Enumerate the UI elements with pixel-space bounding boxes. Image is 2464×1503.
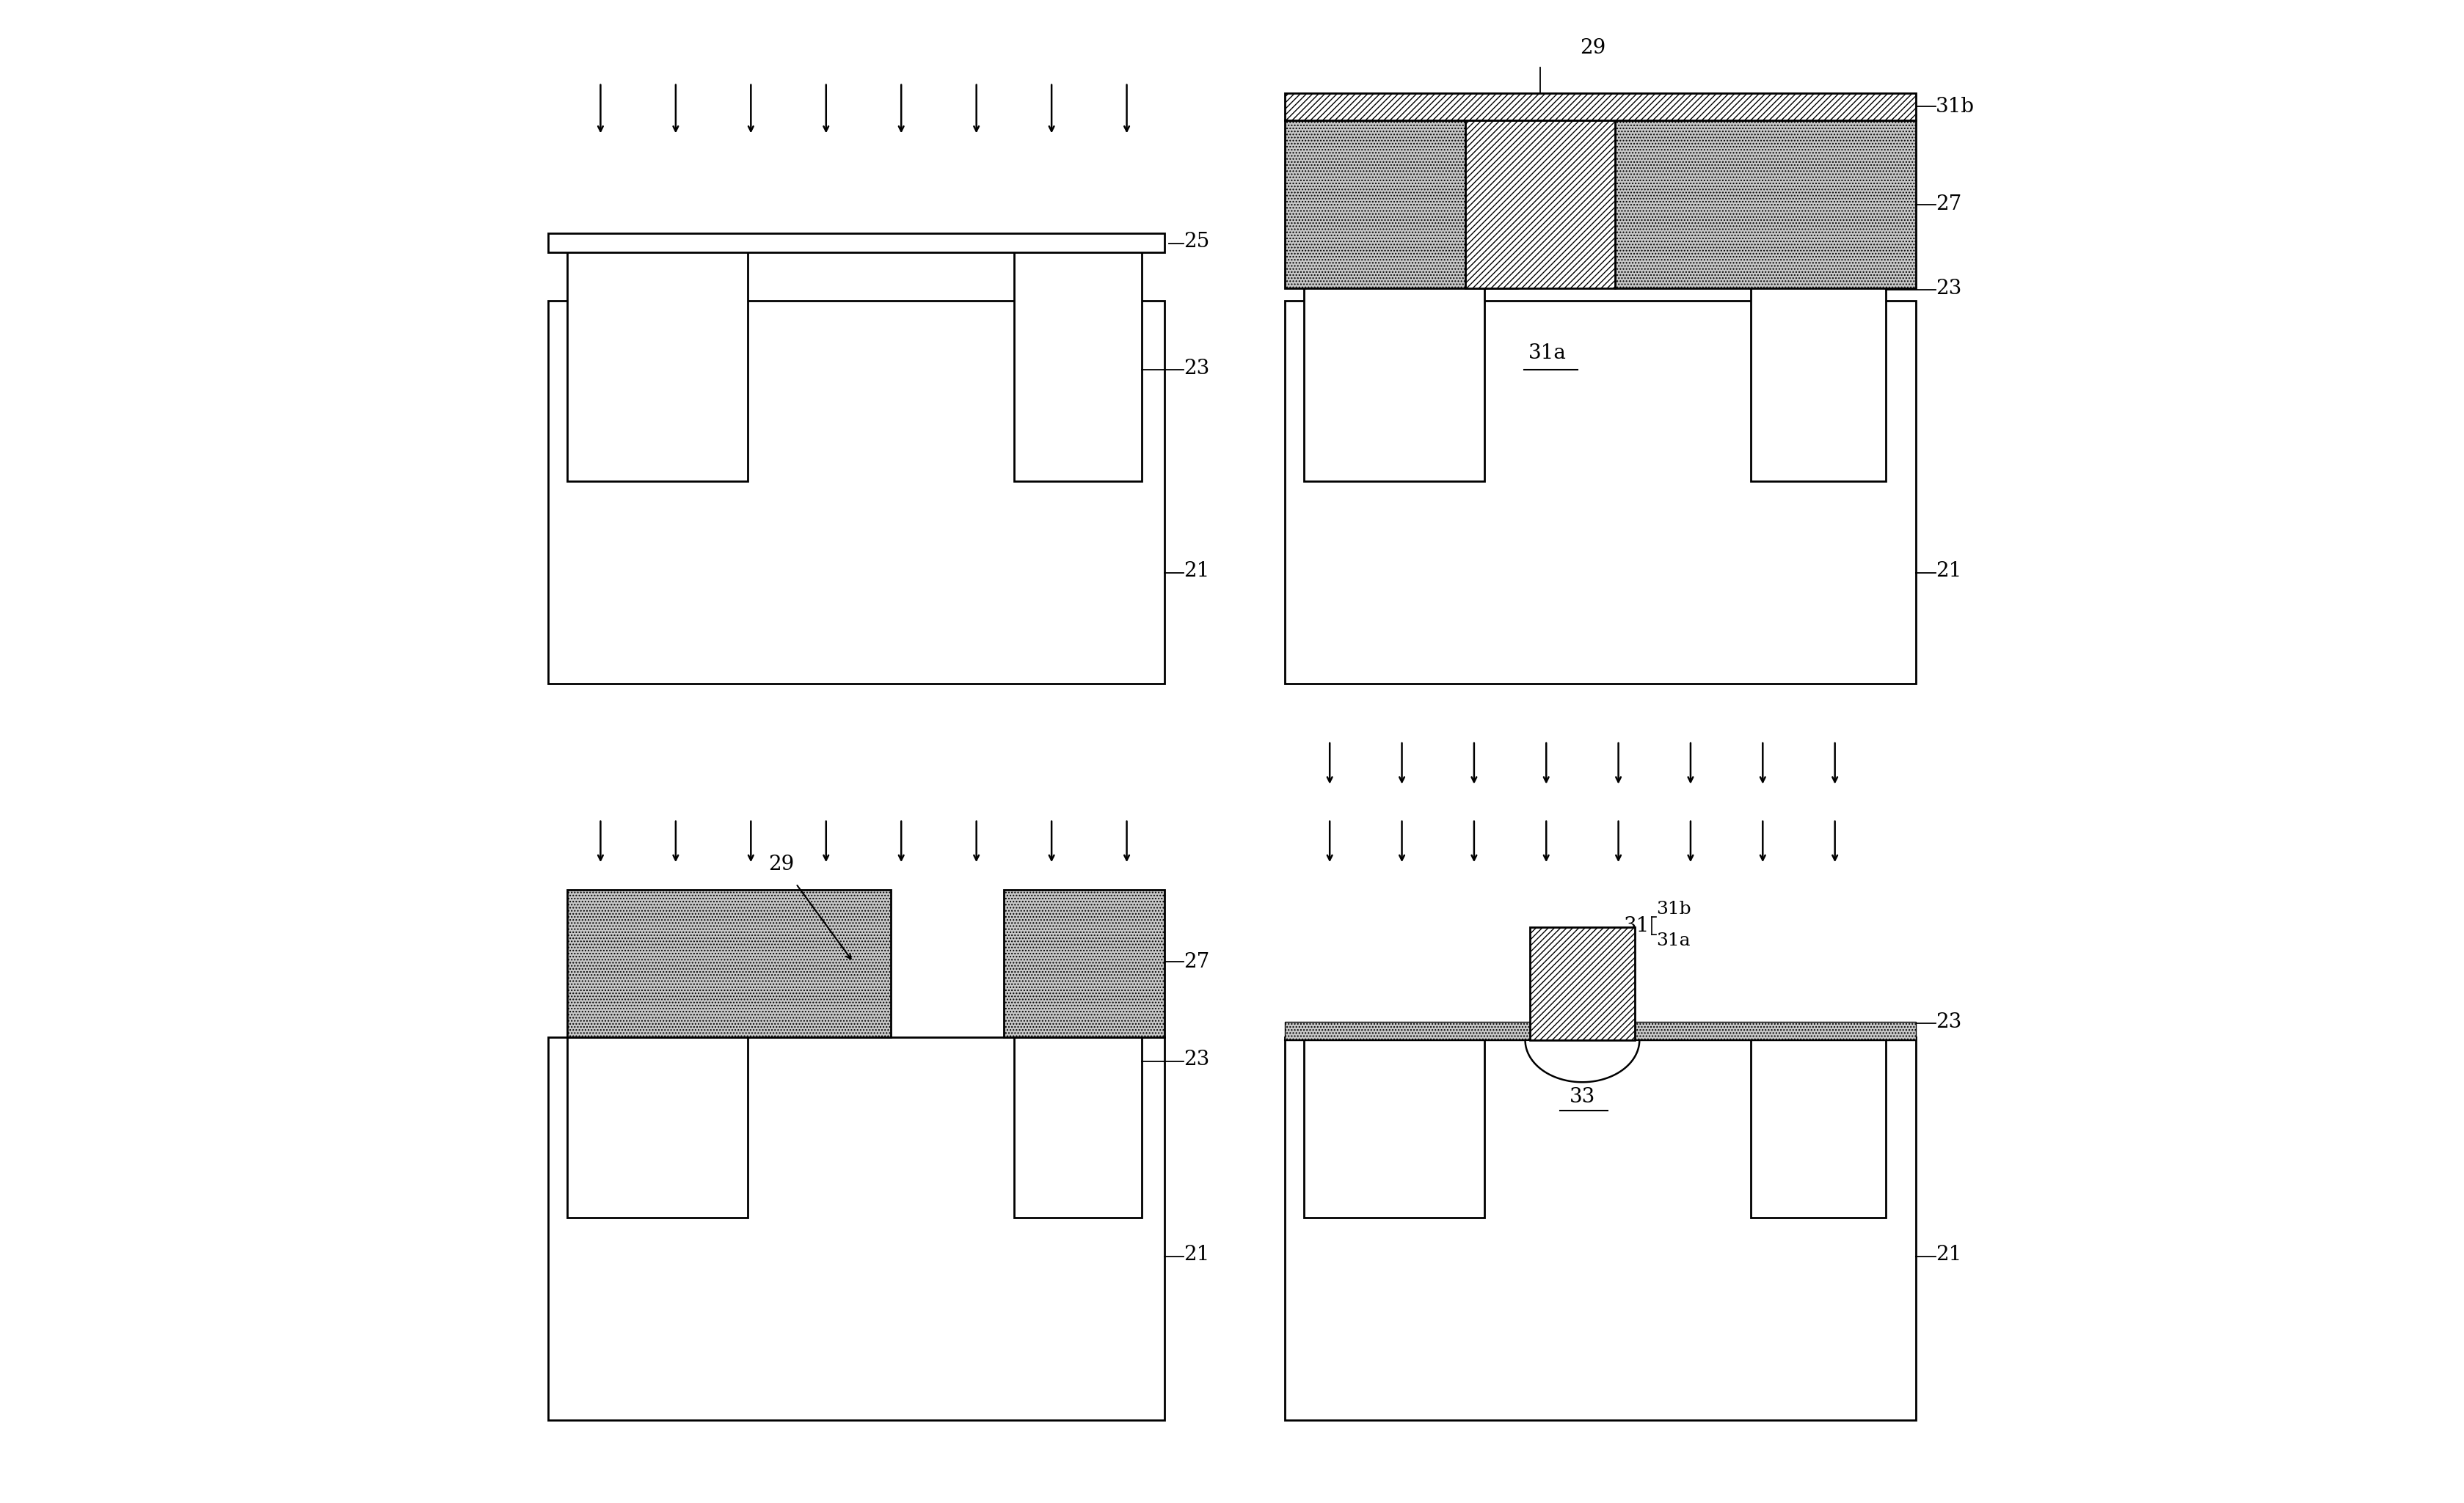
Bar <box>1752 1037 1885 1217</box>
Bar <box>547 301 1165 684</box>
Bar <box>1466 120 1616 289</box>
Text: 29: 29 <box>769 854 793 875</box>
Bar <box>1284 1022 1917 1040</box>
Text: 31b: 31b <box>1656 900 1690 918</box>
Text: 23: 23 <box>1937 278 1961 299</box>
Text: 21: 21 <box>1937 1244 1961 1266</box>
Bar <box>1303 286 1486 481</box>
Text: 31b: 31b <box>1937 96 1974 117</box>
Text: 23: 23 <box>1937 1012 1961 1033</box>
Text: 31a: 31a <box>1656 932 1690 950</box>
Polygon shape <box>1525 1040 1639 1082</box>
Text: 23: 23 <box>1183 358 1210 379</box>
Bar <box>1284 1037 1917 1420</box>
Bar <box>1284 120 1518 289</box>
Text: 27: 27 <box>1183 951 1210 972</box>
Text: 27: 27 <box>1937 194 1961 215</box>
Bar <box>1616 120 1917 289</box>
Bar <box>547 1037 1165 1420</box>
Text: 31: 31 <box>1624 915 1651 936</box>
Bar <box>567 890 890 1037</box>
Text: 21: 21 <box>1183 1244 1210 1266</box>
Bar <box>567 1037 749 1217</box>
Text: 25: 25 <box>1183 231 1210 253</box>
Text: 31a: 31a <box>1528 343 1567 364</box>
Bar <box>1284 301 1917 684</box>
Text: 23: 23 <box>1183 1049 1210 1070</box>
Bar <box>547 233 1165 253</box>
Text: 33: 33 <box>1570 1087 1594 1108</box>
Bar <box>1003 890 1165 1037</box>
Text: 29: 29 <box>1579 38 1607 59</box>
Bar <box>567 248 749 481</box>
Text: 21: 21 <box>1937 561 1961 582</box>
Bar <box>1015 248 1141 481</box>
Bar <box>1752 286 1885 481</box>
Bar <box>1284 93 1917 120</box>
Text: 21: 21 <box>1183 561 1210 582</box>
Bar <box>1303 1037 1486 1217</box>
Bar <box>1530 927 1636 1040</box>
Bar <box>1015 1037 1141 1217</box>
